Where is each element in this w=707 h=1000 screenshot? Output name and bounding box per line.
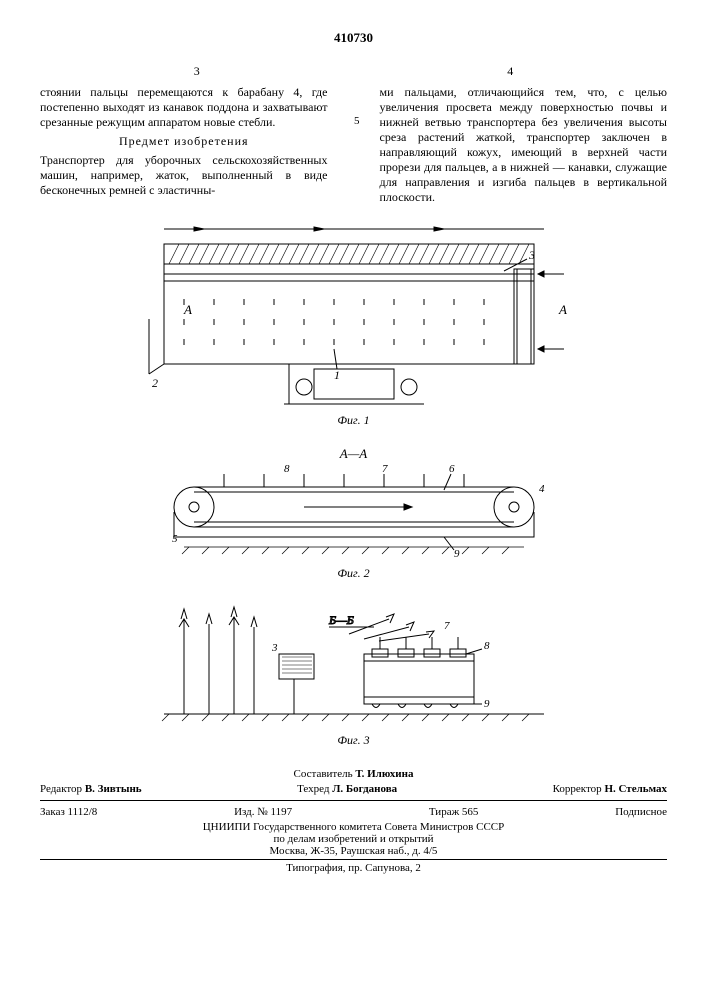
footer: Составитель Т. Илюхина Редактор В. Зивты… [40, 768, 667, 874]
left-p1: стоянии пальцы перемещаются к барабану 4… [40, 85, 328, 130]
footer-podpisnoe: Подписное [615, 806, 667, 818]
fig2-label-6: 6 [449, 463, 455, 475]
fig2-label-7: 7 [382, 463, 388, 475]
editor-label: Редактор [40, 783, 82, 795]
fig3-caption: Фиг. 3 [40, 733, 667, 748]
fig2-label-4: 4 [539, 483, 545, 495]
fig1-label-1: 1 [334, 368, 340, 382]
col-num-left: 3 [40, 64, 354, 79]
footer-org3: Москва, Ж-35, Раушская наб., д. 4/5 [40, 845, 667, 857]
column-numbers: 3 4 [40, 64, 667, 79]
section-title: Предмет изобретения [40, 134, 328, 149]
patent-number: 410730 [40, 30, 667, 46]
fig2-section-label: А—А [40, 446, 667, 462]
figure-3: Б—Б 3 7 8 9 [154, 599, 554, 729]
compiler-label: Составитель [294, 768, 353, 780]
editor-name: В. Зивтынь [85, 783, 142, 795]
fig1-caption: Фиг. 1 [40, 413, 667, 428]
fig3-section-label: Б—Б [328, 613, 354, 627]
fig3-label-7: 7 [444, 620, 450, 632]
fig3-label-3: 3 [271, 642, 278, 654]
fig2-label-8: 8 [284, 463, 290, 475]
fig1-label-2: 2 [152, 376, 158, 390]
fig3-label-8: 8 [484, 640, 490, 652]
figure-1: A A 1 2 3 [134, 219, 574, 409]
fig2-caption: Фиг. 2 [40, 566, 667, 581]
tech-name: Л. Богданова [332, 783, 397, 795]
compiler-name: Т. Илюхина [355, 768, 413, 780]
fig2-label-5: 5 [172, 533, 178, 545]
footer-org1: ЦНИИПИ Государственного комитета Совета … [40, 821, 667, 833]
text-columns: стоянии пальцы перемещаются к барабану 4… [40, 85, 667, 209]
right-p1: ми пальцами, отличающийся тем, что, с це… [380, 85, 668, 205]
footer-typo: Типография, пр. Сапунова, 2 [40, 862, 667, 874]
figures-block: A A 1 2 3 Фиг. 1 А—А [40, 219, 667, 748]
line-number-marker: 5 [348, 85, 360, 209]
fig1-label-A-left: A [183, 302, 192, 317]
footer-order: Заказ 1112/8 [40, 806, 97, 818]
fig1-label-A-right: A [558, 302, 567, 317]
tech-label: Техред [297, 783, 329, 795]
col-num-right: 4 [354, 64, 668, 79]
corrector-name: Н. Стельмах [604, 783, 667, 795]
figure-2: 8 7 6 4 5 9 [154, 462, 554, 562]
fig1-label-3: 3 [528, 248, 535, 262]
right-column: ми пальцами, отличающийся тем, что, с це… [380, 85, 668, 209]
left-p2: Транспортер для уборочных сельскохозяйст… [40, 153, 328, 198]
footer-izd: Изд. № 1197 [234, 806, 292, 818]
left-column: стоянии пальцы перемещаются к барабану 4… [40, 85, 328, 209]
fig2-label-9: 9 [454, 548, 460, 560]
fig3-label-9: 9 [484, 698, 490, 710]
corrector-label: Корректор [553, 783, 602, 795]
footer-org2: по делам изобретений и открытий [40, 833, 667, 845]
footer-tirazh: Тираж 565 [429, 806, 479, 818]
